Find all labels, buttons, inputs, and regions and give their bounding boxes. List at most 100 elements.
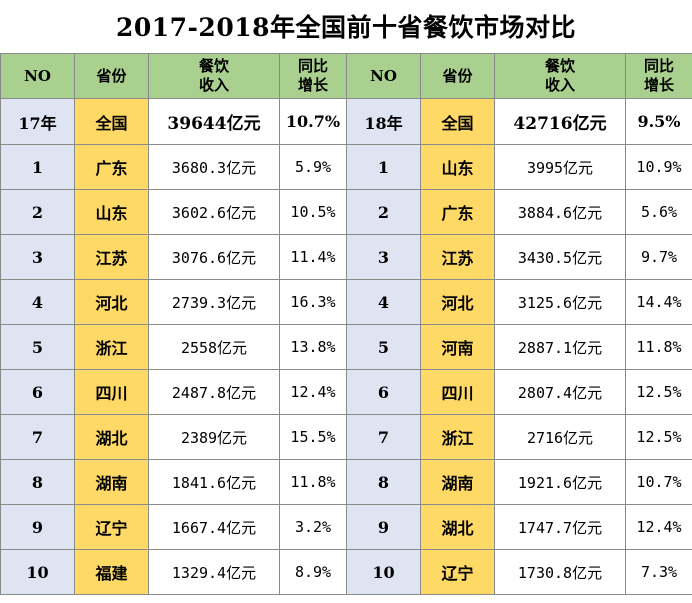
header-growth-line1: 同比 <box>643 57 674 75</box>
province-2017: 广东 <box>74 144 149 190</box>
province-2017: 河北 <box>74 279 149 325</box>
national-revenue-2017: 39644亿元 <box>148 98 280 145</box>
table-row: 8 湖南 1841.6亿元 11.8% 8 湖南 1921.6亿元 10.7% <box>0 459 692 505</box>
national-growth-2018: 9.5% <box>625 98 692 145</box>
growth-2018: 7.3% <box>625 549 692 595</box>
rank-2017: 1 <box>0 144 75 190</box>
growth-2018: 11.8% <box>625 324 692 370</box>
growth-2017: 16.3% <box>279 279 347 325</box>
growth-2017: 15.5% <box>279 414 347 460</box>
revenue-2017: 2558亿元 <box>148 324 280 370</box>
revenue-2018: 3995亿元 <box>494 144 626 190</box>
growth-2018: 5.6% <box>625 189 692 235</box>
header-revenue-line1: 餐饮 <box>198 57 229 75</box>
province-2018: 河北 <box>420 279 495 325</box>
rank-2018: 8 <box>346 459 421 505</box>
header-province-2018: 省份 <box>420 53 495 99</box>
growth-2017: 8.9% <box>279 549 347 595</box>
revenue-2018: 2716亿元 <box>494 414 626 460</box>
growth-2018: 14.4% <box>625 279 692 325</box>
growth-2017: 13.8% <box>279 324 347 370</box>
header-revenue-line2: 收入 <box>198 76 229 94</box>
rank-2018: 1 <box>346 144 421 190</box>
province-2018: 江苏 <box>420 234 495 280</box>
revenue-2017: 1667.4亿元 <box>148 504 280 550</box>
header-revenue-line2: 收入 <box>544 76 575 94</box>
table-row: 5 浙江 2558亿元 13.8% 5 河南 2887.1亿元 11.8% <box>0 324 692 370</box>
revenue-2018: 2887.1亿元 <box>494 324 626 370</box>
revenue-2017: 2739.3亿元 <box>148 279 280 325</box>
growth-2018: 10.9% <box>625 144 692 190</box>
province-2018: 湖北 <box>420 504 495 550</box>
rank-2018: 5 <box>346 324 421 370</box>
growth-2018: 12.5% <box>625 414 692 460</box>
revenue-2018: 3884.6亿元 <box>494 189 626 235</box>
rank-2018: 9 <box>346 504 421 550</box>
rank-2017: 5 <box>0 324 75 370</box>
table-row: 2 山东 3602.6亿元 10.5% 2 广东 3884.6亿元 5.6% <box>0 189 692 235</box>
revenue-2017: 3076.6亿元 <box>148 234 280 280</box>
rank-2017: 8 <box>0 459 75 505</box>
rank-2018: 4 <box>346 279 421 325</box>
table-row: 6 四川 2487.8亿元 12.4% 6 四川 2807.4亿元 12.5% <box>0 369 692 415</box>
rank-2017: 9 <box>0 504 75 550</box>
header-no-2017: NO <box>0 53 75 99</box>
revenue-2018: 1730.8亿元 <box>494 549 626 595</box>
rank-2017: 10 <box>0 549 75 595</box>
header-revenue-2018: 餐饮 收入 <box>494 53 626 99</box>
growth-2017: 10.5% <box>279 189 347 235</box>
revenue-2018: 3430.5亿元 <box>494 234 626 280</box>
rank-2017: 2 <box>0 189 75 235</box>
national-label-2018: 全国 <box>420 98 495 145</box>
growth-2017: 12.4% <box>279 369 347 415</box>
revenue-2017: 1841.6亿元 <box>148 459 280 505</box>
rank-2018: 2 <box>346 189 421 235</box>
revenue-2018: 1921.6亿元 <box>494 459 626 505</box>
province-2018: 辽宁 <box>420 549 495 595</box>
province-2017: 湖北 <box>74 414 149 460</box>
province-2018: 四川 <box>420 369 495 415</box>
header-growth-2017: 同比 增长 <box>279 53 347 99</box>
table-row: 1 广东 3680.3亿元 5.9% 1 山东 3995亿元 10.9% <box>0 144 692 190</box>
revenue-2017: 1329.4亿元 <box>148 549 280 595</box>
header-no-2018: NO <box>346 53 421 99</box>
rank-2018: 10 <box>346 549 421 595</box>
header-growth-line1: 同比 <box>297 57 328 75</box>
province-2017: 江苏 <box>74 234 149 280</box>
revenue-2018: 1747.7亿元 <box>494 504 626 550</box>
rank-2018: 3 <box>346 234 421 280</box>
year-label-2018: 18年 <box>346 98 421 145</box>
header-row: NO 省份 餐饮 收入 同比 增长 NO 省份 餐饮 收入 同比 增长 <box>0 53 692 99</box>
national-total-row: 17年 全国 39644亿元 10.7% 18年 全国 42716亿元 9.5% <box>0 98 692 145</box>
national-growth-2017: 10.7% <box>279 98 347 145</box>
header-revenue-line1: 餐饮 <box>544 57 575 75</box>
growth-2018: 10.7% <box>625 459 692 505</box>
province-2017: 山东 <box>74 189 149 235</box>
rank-2018: 6 <box>346 369 421 415</box>
province-2017: 浙江 <box>74 324 149 370</box>
province-2017: 湖南 <box>74 459 149 505</box>
growth-2017: 11.4% <box>279 234 347 280</box>
growth-2018: 12.4% <box>625 504 692 550</box>
province-2018: 广东 <box>420 189 495 235</box>
province-2017: 四川 <box>74 369 149 415</box>
header-growth-line2: 增长 <box>643 76 674 94</box>
rank-2017: 4 <box>0 279 75 325</box>
revenue-2018: 3125.6亿元 <box>494 279 626 325</box>
revenue-2017: 2487.8亿元 <box>148 369 280 415</box>
province-2017: 福建 <box>74 549 149 595</box>
table-body: NO 省份 餐饮 收入 同比 增长 NO 省份 餐饮 收入 同比 增长 17年 全国 3… <box>0 53 692 595</box>
growth-2017: 5.9% <box>279 144 347 190</box>
table-row: 7 湖北 2389亿元 15.5% 7 浙江 2716亿元 12.5% <box>0 414 692 460</box>
header-province-2017: 省份 <box>74 53 149 99</box>
comparison-table: NO 省份 餐饮 收入 同比 增长 NO 省份 餐饮 收入 同比 增长 17年 全国 3… <box>0 53 692 595</box>
growth-2017: 11.8% <box>279 459 347 505</box>
province-2018: 山东 <box>420 144 495 190</box>
rank-2018: 7 <box>346 414 421 460</box>
revenue-2017: 2389亿元 <box>148 414 280 460</box>
province-2018: 湖南 <box>420 459 495 505</box>
revenue-2018: 2807.4亿元 <box>494 369 626 415</box>
header-revenue-2017: 餐饮 收入 <box>148 53 280 99</box>
page-title: 2017-2018年全国前十省餐饮市场对比 <box>115 13 577 42</box>
rank-2017: 6 <box>0 369 75 415</box>
